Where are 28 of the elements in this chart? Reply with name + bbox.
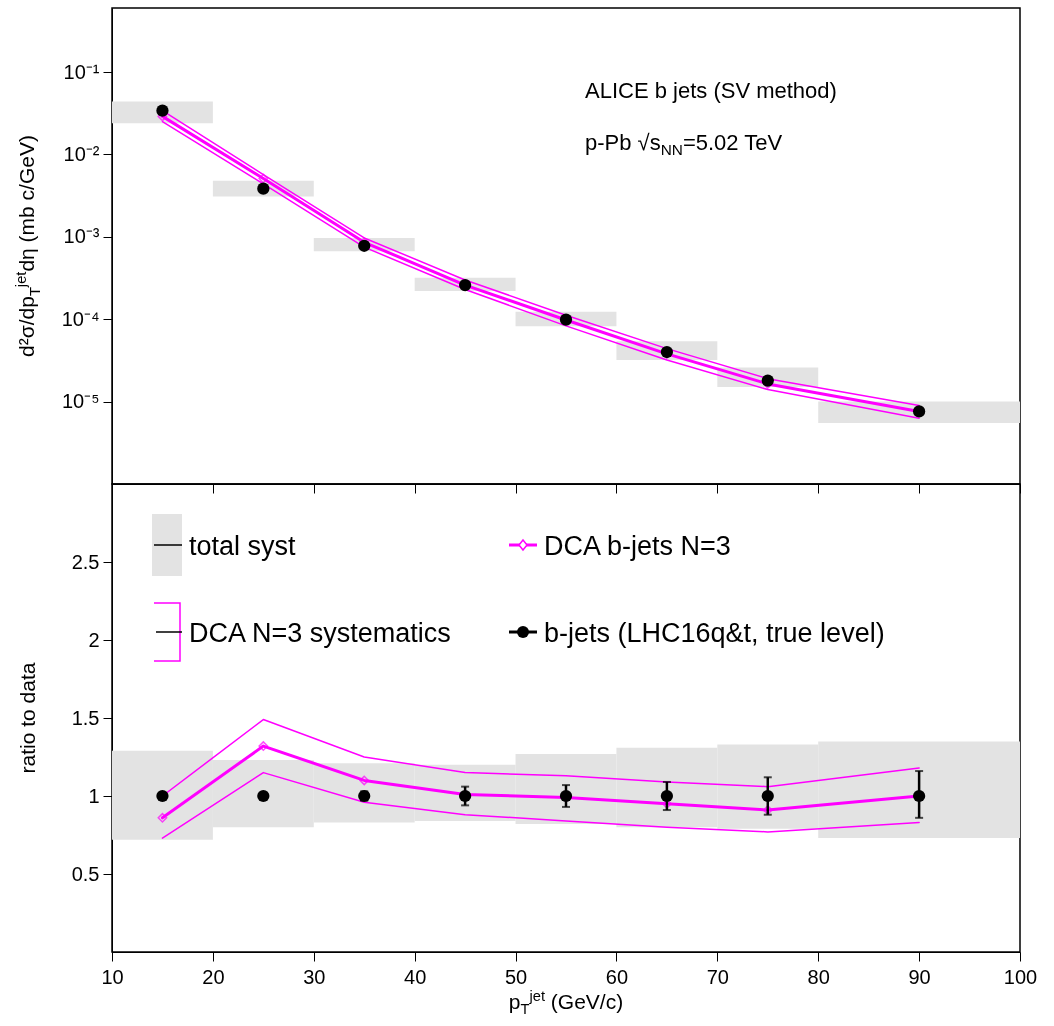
y-tick-label: 1.5 — [71, 706, 100, 729]
legend-label: total syst — [189, 530, 296, 562]
legend-label: b-jets (LHC16q&t, true level) — [544, 617, 885, 649]
y-tick-label: 2.5 — [71, 550, 100, 573]
x-tick-label: 10 — [101, 965, 124, 988]
x-tick-label: 20 — [202, 965, 225, 988]
legend-label: DCA b-jets N=3 — [544, 530, 731, 562]
x-tick-label: 50 — [504, 965, 528, 988]
x-tick-label: 100 — [1003, 965, 1038, 988]
x-axis-title: p$_{T}$$^{jet}$ (GeV/c) — [508, 988, 624, 1018]
y-tick-label: 10⁻⁵ — [61, 390, 100, 413]
annotation: ALICE b jets (SV method) — [585, 78, 837, 104]
legend-label: DCA N=3 systematics — [189, 617, 451, 649]
x-tick-label: 70 — [706, 965, 729, 988]
y-tick-label: 1 — [88, 784, 100, 807]
x-tick-label: 80 — [807, 965, 830, 988]
y-tick-label: 0.5 — [71, 862, 100, 885]
x-tick-label: 60 — [605, 965, 629, 988]
y-tick-label: 10⁻² — [63, 142, 100, 165]
y-axis-title: ratio to data — [16, 662, 40, 774]
y-tick-label: 10⁻⁴ — [61, 307, 100, 330]
y-tick-label: 2 — [88, 628, 100, 651]
y-tick-label: 10⁻¹ — [63, 60, 100, 83]
x-tick-label: 90 — [908, 965, 931, 988]
annotation: p-Pb √s$_{NN}$=5.02 TeV — [585, 130, 783, 160]
x-tick-label: 40 — [404, 965, 427, 988]
y-tick-label: 10⁻³ — [63, 225, 100, 248]
x-tick-label: 30 — [303, 965, 326, 988]
